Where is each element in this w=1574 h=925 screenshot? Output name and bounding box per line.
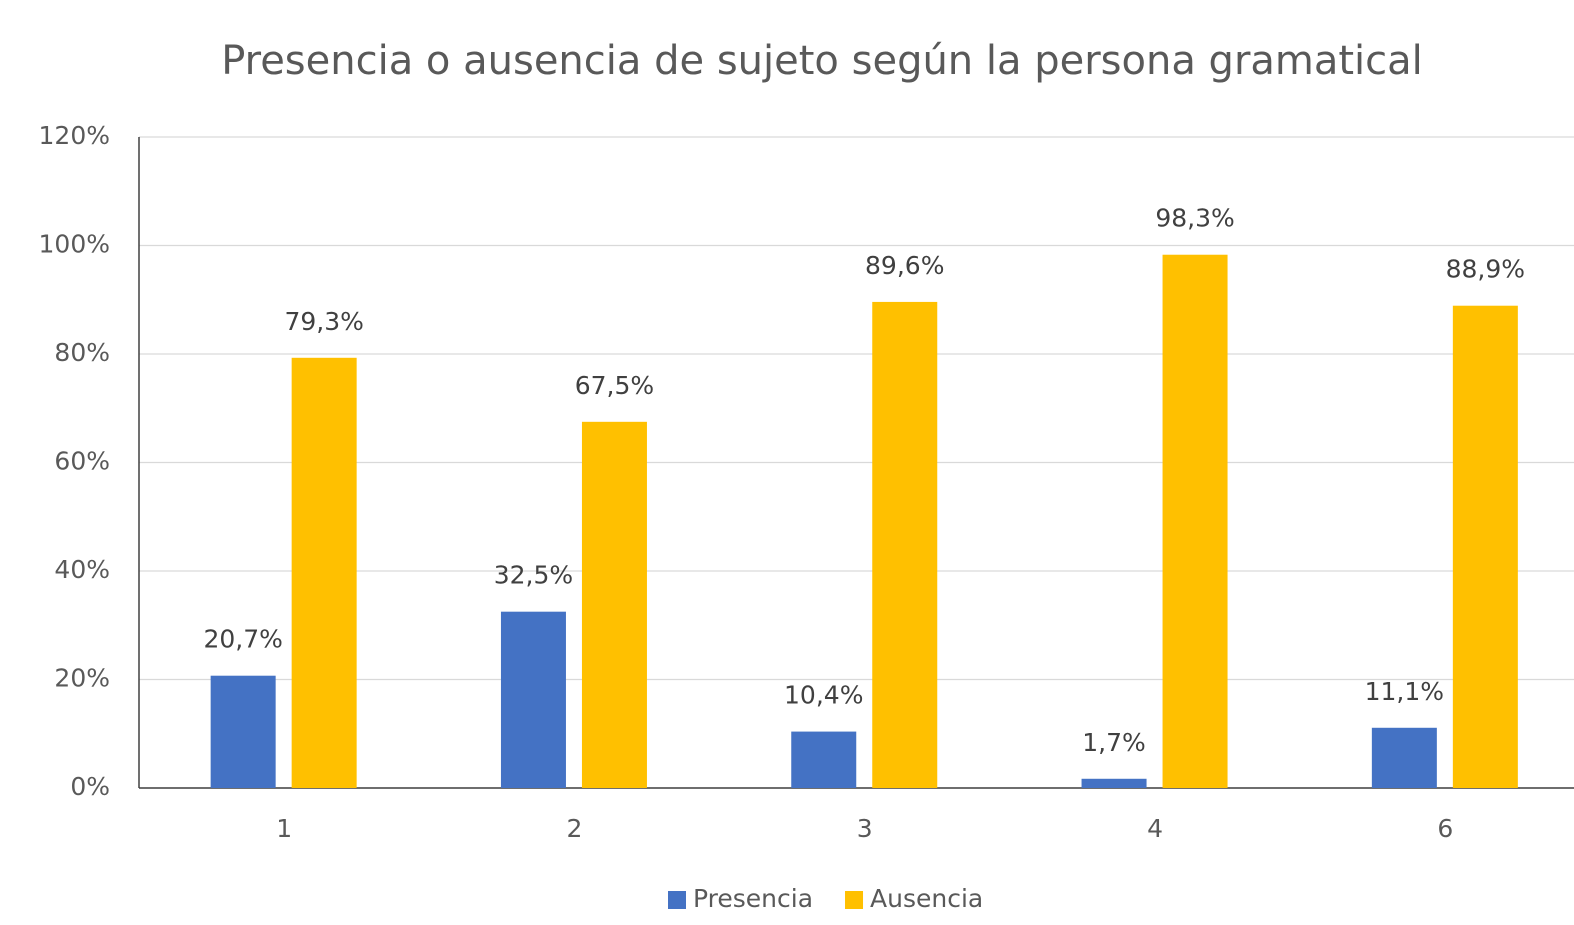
legend-label: Presencia bbox=[693, 884, 813, 913]
x-tick-label: 3 bbox=[857, 814, 873, 843]
x-tick-label: 1 bbox=[276, 814, 292, 843]
data-label: 79,3% bbox=[284, 307, 363, 336]
bar bbox=[1081, 778, 1147, 788]
bar bbox=[1162, 254, 1228, 788]
x-tick-label: 4 bbox=[1147, 814, 1163, 843]
legend-label: Ausencia bbox=[870, 884, 983, 913]
bar bbox=[581, 421, 647, 788]
legend-swatch bbox=[845, 891, 864, 909]
y-tick-label: 40% bbox=[54, 555, 110, 584]
data-label: 20,7% bbox=[203, 625, 282, 654]
data-label: 98,3% bbox=[1155, 204, 1234, 233]
bar bbox=[291, 357, 357, 788]
bar bbox=[1371, 727, 1437, 788]
data-label: 11,1% bbox=[1365, 677, 1444, 706]
y-tick-label: 0% bbox=[70, 772, 110, 801]
x-tick-label: 6 bbox=[1437, 814, 1453, 843]
y-tick-label: 20% bbox=[54, 664, 110, 693]
y-tick-label: 60% bbox=[54, 447, 110, 476]
y-tick-label: 100% bbox=[39, 230, 110, 259]
y-tick-label: 120% bbox=[39, 121, 110, 150]
legend-swatch bbox=[668, 891, 686, 909]
bar bbox=[872, 301, 938, 788]
chart-title: Presencia o ausencia de sujeto según la … bbox=[221, 38, 1423, 84]
data-label: 1,7% bbox=[1082, 728, 1146, 757]
x-tick-label: 2 bbox=[566, 814, 582, 843]
bar bbox=[1452, 305, 1518, 788]
y-tick-label: 80% bbox=[54, 338, 110, 367]
bar bbox=[791, 731, 857, 788]
data-label: 67,5% bbox=[575, 371, 654, 400]
data-label: 10,4% bbox=[784, 681, 863, 710]
bar bbox=[500, 611, 566, 788]
data-label: 32,5% bbox=[494, 561, 573, 590]
bar bbox=[210, 675, 276, 788]
data-label: 88,9% bbox=[1446, 255, 1525, 284]
data-label: 89,6% bbox=[865, 251, 944, 280]
